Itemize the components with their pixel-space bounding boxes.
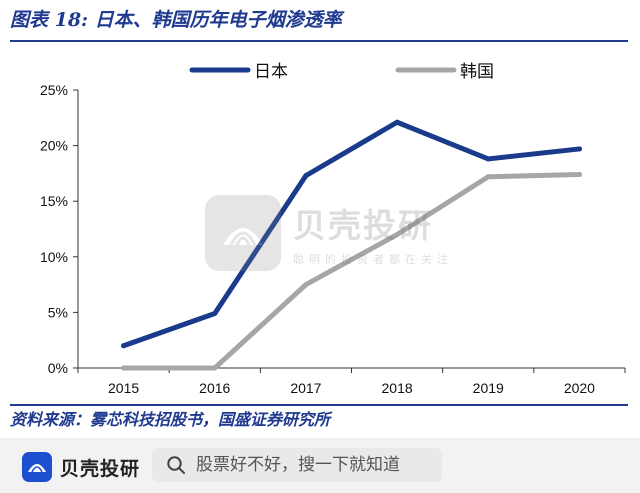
data-point — [121, 365, 127, 371]
y-tick-label: 15% — [40, 193, 68, 209]
data-point — [212, 311, 218, 317]
source-note: 资料来源：雾芯科技招股书，国盛证券研究所 — [10, 410, 331, 429]
data-point — [303, 282, 309, 288]
brand-name: 贝壳投研 — [60, 457, 141, 480]
y-tick-label: 5% — [48, 304, 68, 320]
x-tick-label: 2017 — [290, 380, 321, 396]
x-tick-label: 2019 — [473, 380, 504, 396]
y-tick-label: 20% — [40, 138, 68, 154]
data-point — [121, 343, 127, 349]
source-divider — [10, 404, 628, 406]
x-tick-label: 2015 — [108, 380, 139, 396]
chart-series — [121, 119, 582, 371]
figure-title: 图表 18: 日本、韩国历年电子烟渗透率 — [10, 9, 342, 31]
data-point — [485, 156, 491, 162]
data-point — [576, 146, 582, 152]
search-input[interactable] — [194, 454, 438, 476]
y-tick-label: 25% — [40, 82, 68, 98]
title-divider — [10, 40, 628, 42]
legend-label: 日本 — [254, 62, 288, 81]
series-line-japan — [121, 119, 582, 349]
data-point — [485, 174, 491, 180]
data-point — [394, 119, 400, 125]
x-tick-label: 2016 — [199, 380, 230, 396]
chart-legend: 日本 韩国 — [189, 62, 494, 81]
x-tick-label: 2020 — [564, 380, 595, 396]
chart-axes: 0% 5% 10% 15% 20% 25% 2015 2016 2017 2018 2019 2020 — [40, 82, 626, 396]
x-tick-label: 2018 — [382, 380, 413, 396]
data-point — [212, 365, 218, 371]
search-box[interactable] — [152, 448, 442, 482]
series-line-korea — [121, 172, 582, 371]
y-tick-label: 0% — [48, 360, 68, 376]
data-point — [303, 173, 309, 179]
search-icon[interactable] — [166, 455, 186, 475]
brand[interactable]: 贝壳投研 — [22, 452, 140, 482]
bottom-bar: 贝壳投研 — [0, 438, 640, 493]
data-point — [576, 172, 582, 178]
data-point — [394, 232, 400, 238]
y-tick-label: 10% — [40, 249, 68, 265]
line-chart: 日本 韩国 0% 5% 10% 15% 20% 25% 2015 2016 2017 2018 201… — [40, 62, 626, 396]
legend-label: 韩国 — [460, 62, 494, 81]
shell-logo-icon — [22, 452, 52, 482]
